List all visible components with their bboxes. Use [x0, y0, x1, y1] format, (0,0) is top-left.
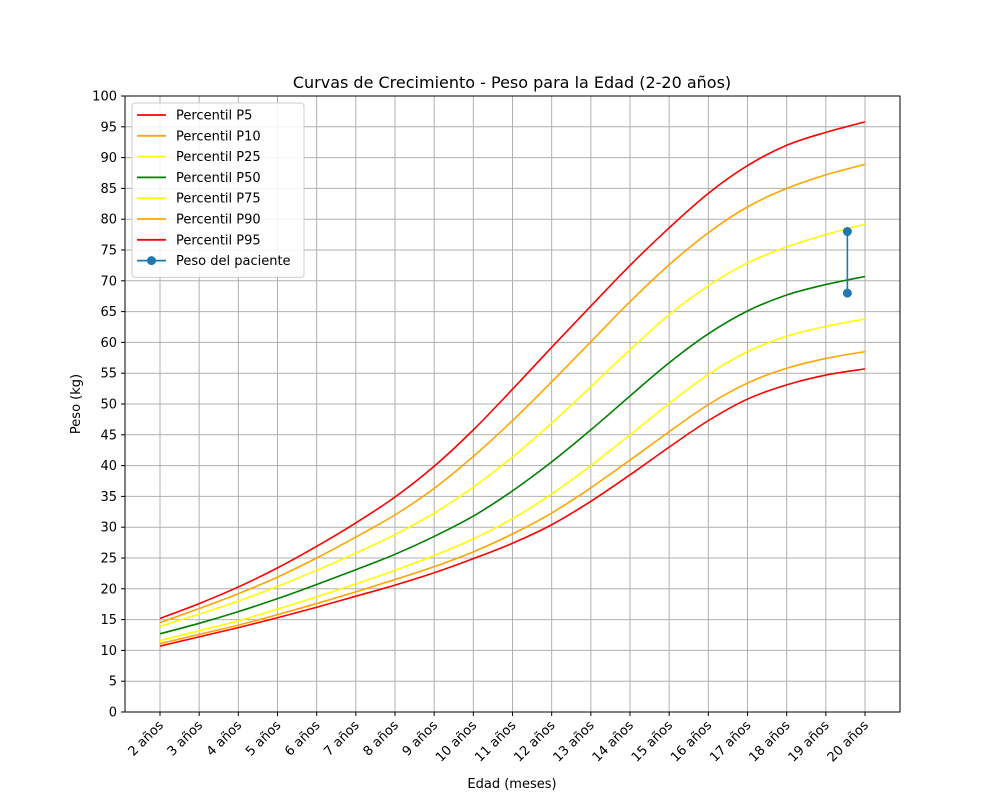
y-tick-label: 35 — [100, 490, 117, 505]
legend-label: Percentil P25 — [176, 150, 261, 165]
legend-label: Percentil P90 — [176, 213, 261, 228]
y-tick-label: 80 — [100, 213, 117, 228]
y-tick-label: 40 — [100, 459, 117, 474]
series-line-percentil-p5 — [159, 368, 866, 647]
legend-item: Percentil P5 — [137, 109, 252, 124]
legend-item: Percentil P25 — [137, 150, 261, 165]
legend-label: Percentil P95 — [176, 233, 261, 248]
y-tick-label: 50 — [100, 398, 117, 413]
y-tick-label: 5 — [109, 675, 117, 690]
y-axis-title: Peso (kg) — [69, 374, 84, 434]
y-tick-label: 45 — [100, 428, 117, 443]
y-tick-label: 10 — [100, 644, 117, 659]
y-tick-label: 60 — [100, 336, 117, 351]
y-tick-label: 55 — [100, 367, 117, 382]
y-tick-label: 30 — [100, 521, 117, 536]
series-line-percentil-p10 — [159, 350, 866, 645]
legend-label: Percentil P50 — [176, 171, 261, 186]
patient-point — [842, 227, 852, 237]
legend-marker — [147, 256, 156, 266]
legend-label: Peso del paciente — [176, 254, 291, 269]
y-tick-label: 85 — [100, 182, 117, 197]
legend: Percentil P5 Percentil P10 Percentil P25 Pe… — [131, 102, 305, 278]
legend-item: Percentil P10 — [137, 129, 261, 144]
x-axis-title: Edad (meses) — [467, 777, 556, 792]
legend-item: Percentil P90 — [137, 213, 261, 228]
legend-item: Percentil P75 — [137, 192, 261, 207]
y-tick-label: 90 — [100, 151, 117, 166]
y-tick-label: 100 — [92, 90, 117, 105]
y-tick-label: 25 — [100, 552, 117, 567]
legend-item: Peso del paciente — [137, 254, 291, 269]
patient-point — [842, 288, 852, 298]
y-tick-label: 95 — [100, 120, 117, 135]
legend-box — [131, 102, 305, 278]
legend-item: Percentil P95 — [137, 233, 261, 248]
legend-label: Percentil P5 — [176, 109, 252, 124]
series-line-percentil-p90 — [159, 163, 866, 624]
series-line-percentil-p75 — [159, 223, 866, 628]
y-tick-label: 0 — [109, 706, 117, 721]
y-axis-ticks: 0 5 10 15 20 25 30 35 40 45 50 55 60 65 70 75 80 85 90 95 10… — [92, 90, 125, 721]
series-line-percentil-p50 — [159, 275, 866, 635]
legend-item: Percentil P50 — [137, 171, 261, 186]
series-line-percentil-p25 — [159, 318, 866, 642]
chart-title: Curvas de Crecimiento - Peso para la Eda… — [293, 73, 731, 92]
y-tick-label: 20 — [100, 582, 117, 597]
y-tick-label: 75 — [100, 244, 117, 259]
y-tick-label: 70 — [100, 274, 117, 289]
legend-label: Percentil P10 — [176, 129, 261, 144]
legend-label: Percentil P75 — [176, 192, 261, 207]
y-tick-label: 65 — [100, 305, 117, 320]
series-layer — [159, 121, 866, 647]
series-line-percentil-p95 — [159, 121, 866, 620]
y-tick-label: 15 — [100, 613, 117, 628]
